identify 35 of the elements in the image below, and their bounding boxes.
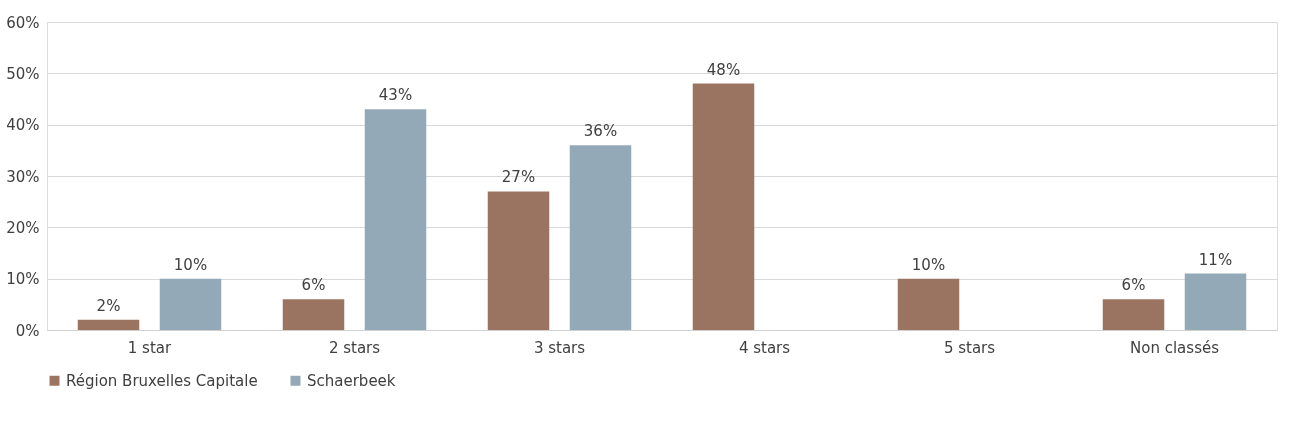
bar <box>569 145 632 330</box>
x-tick-label: Non classés <box>1130 338 1220 357</box>
bar <box>77 319 140 330</box>
data-label: 10% <box>911 255 946 274</box>
x-tick-label: 5 stars <box>943 338 996 357</box>
data-label: 43% <box>378 86 413 105</box>
legend-label: Schaerbeek <box>307 371 396 390</box>
y-tick-label: 10% <box>6 270 40 289</box>
bar <box>897 278 960 330</box>
data-label: 2% <box>96 296 121 315</box>
y-tick-label: 0% <box>15 321 40 340</box>
legend-label: Région Bruxelles Capitale <box>66 371 258 390</box>
y-tick-label: 30% <box>6 167 40 186</box>
bar <box>487 191 550 330</box>
x-tick-label: 4 stars <box>738 338 791 357</box>
bar <box>159 278 222 330</box>
bar <box>1102 299 1165 330</box>
data-label: 11% <box>1198 250 1233 269</box>
data-label: 36% <box>583 122 618 141</box>
data-label: 6% <box>1121 276 1146 295</box>
y-tick-label: 50% <box>6 64 40 83</box>
bar <box>282 299 345 330</box>
x-tick-label: 3 stars <box>533 338 586 357</box>
bar <box>692 83 755 330</box>
y-tick-label: 60% <box>6 13 40 32</box>
data-label: 10% <box>173 255 208 274</box>
x-tick-label: 2 stars <box>328 338 381 357</box>
y-tick-label: 20% <box>6 218 40 237</box>
bar <box>1184 273 1247 330</box>
bar <box>364 109 427 330</box>
x-tick-label: 1 star <box>127 338 173 357</box>
data-label: 27% <box>501 168 536 187</box>
y-tick-label: 40% <box>6 116 40 135</box>
data-label: 6% <box>301 276 326 295</box>
data-label: 48% <box>706 60 741 79</box>
